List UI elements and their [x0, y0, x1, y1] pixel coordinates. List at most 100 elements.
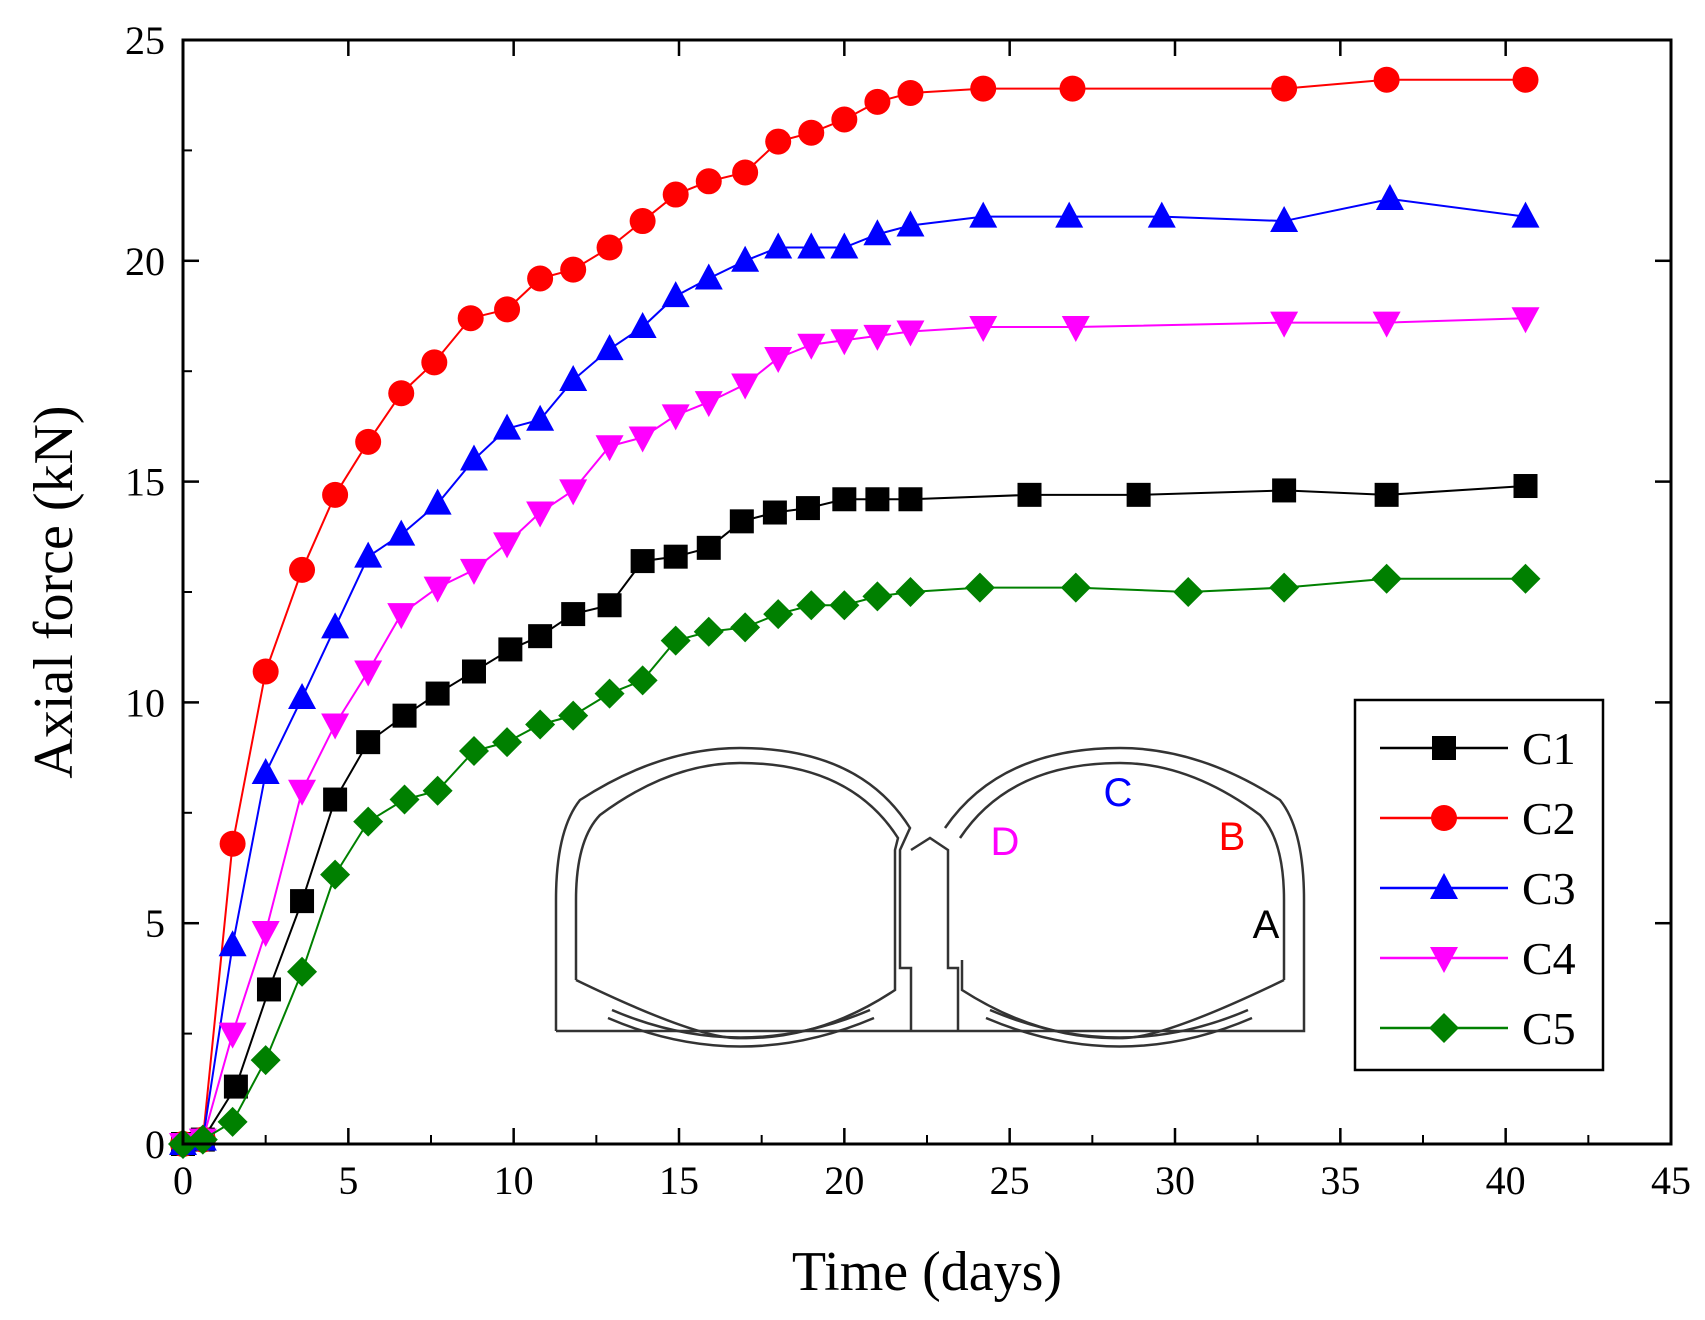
data-point	[896, 210, 925, 237]
data-point	[561, 602, 586, 627]
data-point	[559, 365, 588, 392]
data-point	[863, 324, 892, 351]
data-point	[1511, 307, 1540, 334]
data-point	[864, 88, 891, 115]
data-point	[459, 444, 488, 471]
legend: C1 C2 C3 C4 C5	[1353, 698, 1605, 1072]
data-point	[560, 256, 587, 283]
data-point	[252, 658, 279, 685]
legend-label: C2	[1522, 793, 1576, 844]
series-line	[182, 485, 1526, 1145]
series-c2	[170, 66, 1539, 1157]
data-point	[354, 660, 383, 687]
data-point	[595, 334, 624, 361]
data-point	[461, 659, 486, 684]
legend-marker	[1430, 947, 1458, 973]
data-point	[694, 263, 723, 290]
data-point	[830, 232, 859, 259]
series-line	[182, 317, 1526, 1145]
legend-entry-c3: C3	[1380, 863, 1576, 914]
data-point	[218, 930, 247, 957]
data-point	[423, 488, 452, 515]
data-point	[290, 889, 315, 914]
data-point	[217, 1106, 248, 1137]
data-point	[287, 956, 318, 987]
data-point	[763, 599, 794, 630]
data-point	[389, 784, 420, 815]
data-point	[256, 977, 281, 1002]
data-point	[898, 487, 923, 512]
data-point	[421, 349, 448, 376]
data-point	[1510, 563, 1541, 594]
data-point	[762, 500, 787, 525]
data-point	[1271, 75, 1298, 102]
data-point	[1017, 482, 1042, 507]
legend-entry-c2: C2	[1380, 793, 1576, 844]
data-point	[425, 681, 450, 706]
data-point	[862, 581, 893, 612]
data-point	[1059, 75, 1086, 102]
data-point	[493, 532, 522, 559]
data-point	[1270, 311, 1299, 338]
legend-label: C3	[1522, 863, 1576, 914]
x-tick-label: 0	[173, 1158, 193, 1203]
data-point	[731, 245, 760, 272]
data-point	[1513, 474, 1538, 499]
data-point	[693, 616, 724, 647]
series-c1	[171, 474, 1538, 1156]
series-line	[182, 577, 1526, 1145]
data-point	[1512, 66, 1539, 93]
data-point	[660, 625, 691, 656]
data-point	[526, 404, 555, 431]
data-point	[597, 593, 622, 618]
data-point	[796, 590, 827, 621]
data-point	[423, 576, 452, 603]
data-point	[970, 75, 997, 102]
data-point	[250, 1045, 281, 1076]
data-point	[661, 281, 690, 308]
diagram-point-labels: AB C D	[991, 771, 1280, 947]
data-point	[251, 758, 280, 785]
data-point	[829, 590, 860, 621]
y-tick-label: 5	[145, 901, 165, 946]
y-tick-label: 25	[125, 18, 165, 63]
legend-marker	[1432, 736, 1456, 760]
data-point	[288, 779, 317, 806]
x-axis-ticks: 0 5 10 15 20 25 30 35 40 45	[173, 40, 1691, 1203]
data-point	[559, 479, 588, 506]
data-point	[662, 181, 689, 208]
data-point	[627, 665, 658, 696]
data-point	[187, 1124, 218, 1155]
data-point	[630, 549, 655, 574]
data-point	[663, 544, 688, 569]
y-axis-ticks: 0 5 10 15 20 25	[125, 18, 1671, 1167]
data-point	[797, 333, 826, 360]
data-point	[1055, 201, 1084, 228]
x-tick-label: 20	[824, 1158, 864, 1203]
data-point	[1511, 201, 1540, 228]
data-point	[732, 159, 759, 186]
data-point	[629, 208, 656, 235]
x-tick-label: 10	[494, 1158, 534, 1203]
data-point	[321, 713, 350, 740]
y-tick-label: 20	[125, 239, 165, 284]
data-point	[1060, 572, 1091, 603]
legend-marker	[1429, 1013, 1459, 1043]
data-point	[765, 128, 792, 155]
legend-marker	[1431, 805, 1457, 831]
data-point	[493, 413, 522, 440]
data-point	[498, 637, 523, 662]
data-point	[289, 556, 316, 583]
data-point	[528, 624, 553, 649]
data-point	[219, 830, 246, 857]
y-tick-label: 15	[125, 460, 165, 505]
data-point	[526, 501, 555, 528]
data-point	[797, 232, 826, 259]
data-point	[1061, 316, 1090, 343]
data-point	[731, 373, 760, 400]
data-point	[494, 296, 521, 323]
series-c5	[168, 563, 1541, 1159]
data-point	[896, 320, 925, 347]
x-tick-label: 35	[1320, 1158, 1360, 1203]
